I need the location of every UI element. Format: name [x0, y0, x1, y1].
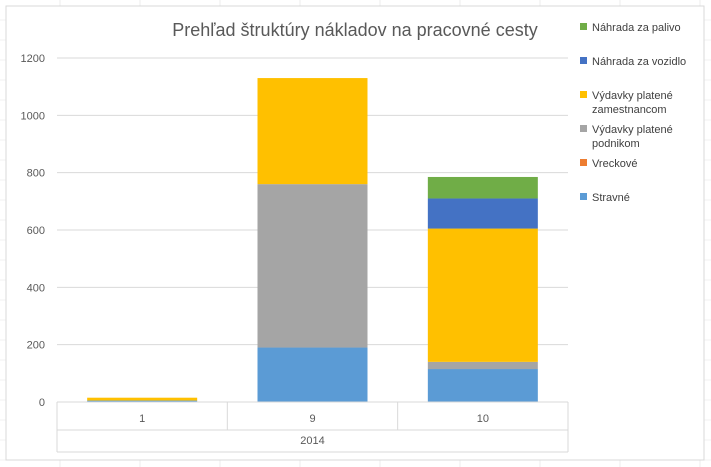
legend-label: Výdavky platené — [592, 90, 673, 102]
legend-label: podnikom — [592, 138, 640, 150]
bar-segment — [427, 198, 538, 229]
y-tick-label: 600 — [27, 225, 45, 237]
legend-label: Náhrada za vozidlo — [592, 56, 686, 68]
legend-swatch — [580, 159, 587, 166]
y-tick-label: 1000 — [21, 110, 45, 122]
x-tick-label: 9 — [309, 413, 315, 425]
bar-segment — [257, 347, 368, 402]
y-tick-label: 200 — [27, 340, 45, 352]
legend-label: Výdavky platené — [592, 124, 673, 136]
legend-swatch — [580, 91, 587, 98]
legend: Náhrada za palivo Náhrada za vozidlo Výdav… — [580, 22, 686, 204]
legend-swatch — [580, 193, 587, 200]
y-axis: 0 200 400 600 800 1000 1200 — [21, 53, 45, 409]
bar-segment — [257, 184, 368, 348]
x-axis: 1 9 10 2014 — [56, 401, 569, 453]
bar-segment — [427, 228, 538, 362]
x-tick-label: 10 — [477, 413, 489, 425]
y-tick-label: 800 — [27, 168, 45, 180]
legend-label: Vreckové — [592, 158, 637, 170]
legend-label: Stravné — [592, 192, 630, 204]
bar-segment — [257, 78, 368, 185]
chart-title: Prehľad štruktúry nákladov na pracovné c… — [172, 20, 537, 40]
legend-label: Náhrada za palivo — [592, 22, 681, 34]
y-tick-label: 400 — [27, 282, 45, 294]
bar-segment — [427, 176, 538, 199]
legend-label: zamestnancom — [592, 104, 667, 116]
bar-segment — [87, 397, 198, 401]
legend-swatch — [580, 23, 587, 30]
x-group-label: 2014 — [300, 435, 324, 447]
legend-swatch — [580, 57, 587, 64]
y-tick-label: 1200 — [21, 53, 45, 65]
legend-swatch — [580, 125, 587, 132]
bar-segment — [87, 400, 198, 402]
bars — [87, 78, 538, 402]
x-tick-label: 1 — [139, 413, 145, 425]
bar-segment — [427, 361, 538, 370]
bar-segment — [427, 369, 538, 402]
y-tick-label: 0 — [39, 397, 45, 409]
